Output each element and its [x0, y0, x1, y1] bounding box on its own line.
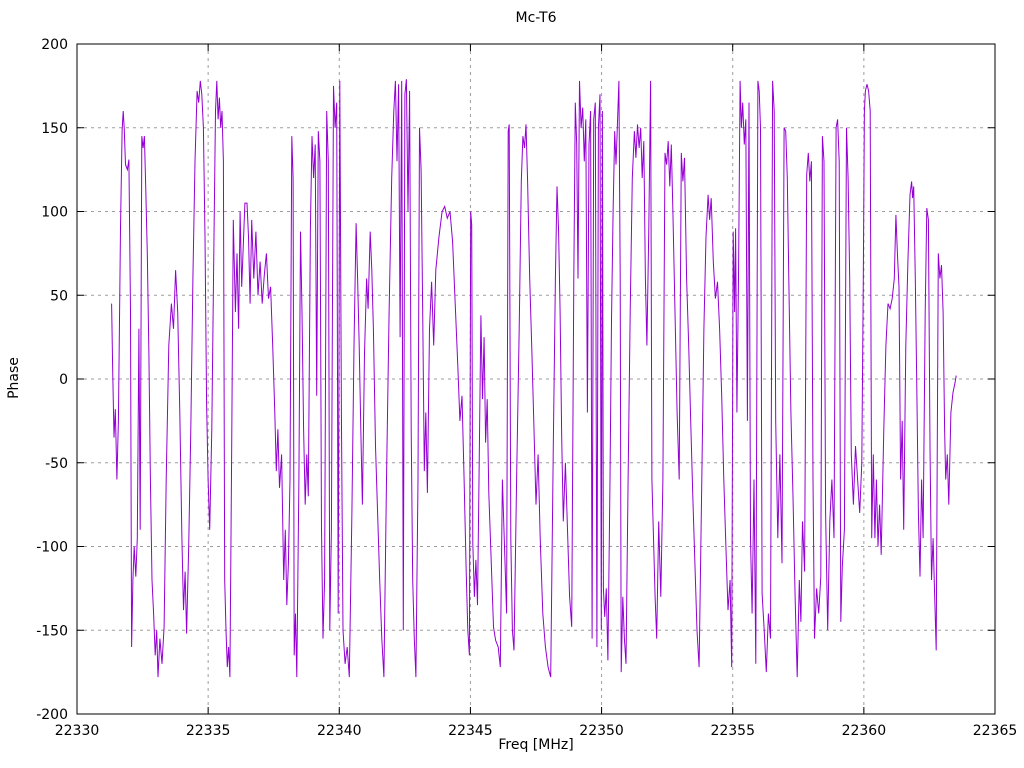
x-tick-label: 22330 — [55, 723, 100, 739]
y-tick-label: -50 — [45, 456, 68, 472]
x-tick-label: 22360 — [842, 723, 887, 739]
x-tick-label: 22335 — [186, 723, 231, 739]
x-axis-title: Freq [MHz] — [498, 737, 574, 753]
x-tick-label: 22365 — [973, 723, 1018, 739]
y-tick-label: 150 — [41, 121, 68, 137]
y-tick-label: 0 — [59, 372, 68, 388]
x-tick-label: 22350 — [579, 723, 624, 739]
y-tick-label: -100 — [36, 540, 68, 556]
y-tick-label: -200 — [36, 707, 68, 723]
x-tick-label: 22355 — [710, 723, 755, 739]
y-tick-label: -150 — [36, 623, 68, 639]
y-tick-label: 100 — [41, 205, 68, 221]
chart-title: Mc-T6 — [515, 10, 557, 26]
x-tick-label: 22340 — [317, 723, 362, 739]
y-tick-label: 200 — [41, 37, 68, 53]
phase-curve — [111, 79, 957, 678]
y-tick-label: 50 — [50, 288, 68, 304]
x-tick-label: 22345 — [448, 723, 493, 739]
